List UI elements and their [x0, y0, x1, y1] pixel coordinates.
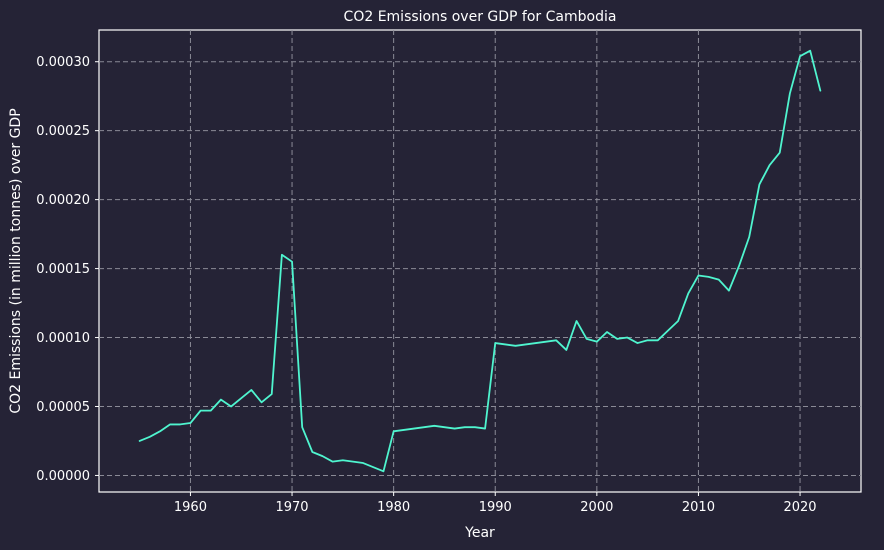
x-tick-label: 1990	[479, 500, 512, 515]
x-tick-label: 1980	[377, 500, 410, 515]
y-axis-label: CO2 Emissions (in million tonnes) over G…	[8, 108, 24, 413]
chart-title: CO2 Emissions over GDP for Cambodia	[344, 9, 617, 25]
series-layer	[138, 49, 822, 473]
grid	[99, 30, 861, 492]
x-tick-label: 2010	[682, 500, 715, 515]
x-tick-label: 1960	[174, 500, 207, 515]
x-axis-label: Year	[464, 525, 495, 541]
y-tick-label: 0.00025	[36, 124, 90, 139]
y-tick-label: 0.00005	[36, 400, 90, 415]
plot-area	[98, 29, 862, 493]
x-tick-label: 2000	[580, 500, 613, 515]
y-tick-label: 0.00030	[36, 55, 90, 70]
y-tick-label: 0.00015	[36, 262, 90, 277]
y-tick-label: 0.00020	[36, 193, 90, 208]
y-tick-label: 0.00010	[36, 331, 90, 346]
y-axis: 0.00000 0.00005 0.00010 0.00015 0.00020 0.000…	[36, 55, 99, 484]
x-axis: 1960 1970 1980 1990 2000 2010 2020	[174, 492, 817, 515]
series-line	[138, 49, 822, 473]
x-tick-label: 2020	[783, 500, 816, 515]
x-tick-label: 1970	[275, 500, 308, 515]
y-tick-label: 0.00000	[36, 469, 90, 484]
